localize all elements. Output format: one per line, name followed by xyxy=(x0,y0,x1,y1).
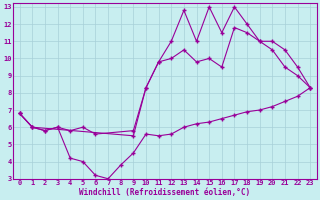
X-axis label: Windchill (Refroidissement éolien,°C): Windchill (Refroidissement éolien,°C) xyxy=(79,188,251,197)
